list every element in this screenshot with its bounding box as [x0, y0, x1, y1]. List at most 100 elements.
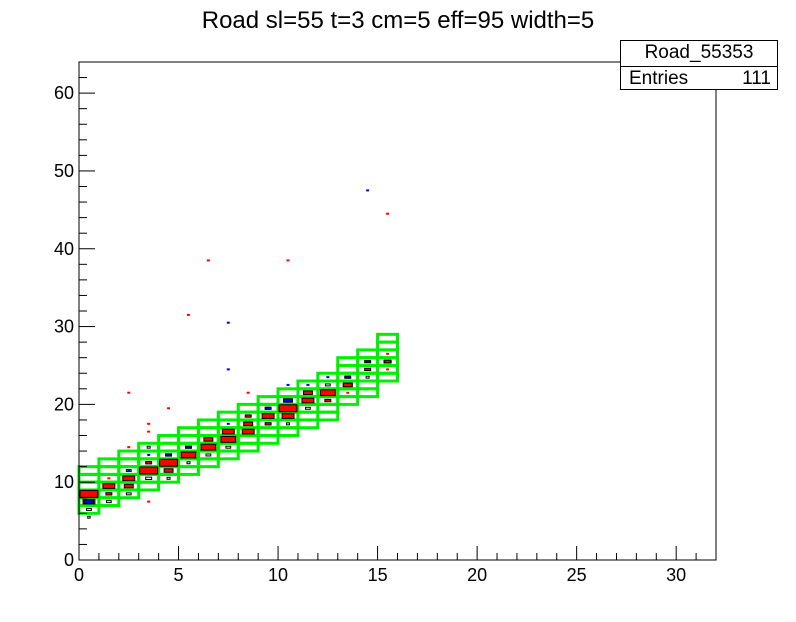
- hit-red: [147, 500, 151, 503]
- hit-red: [342, 382, 353, 388]
- stats-entries-value: 111: [742, 68, 771, 89]
- stats-entries-label: Entries: [629, 68, 689, 89]
- hit-outline: [205, 453, 212, 457]
- hit-blue: [165, 453, 173, 457]
- plot-frame: [78, 61, 717, 561]
- x-tick-label: 20: [467, 565, 487, 585]
- x-tick-label: 30: [666, 565, 686, 585]
- hit-red: [324, 398, 332, 403]
- x-tick-label: 15: [368, 565, 388, 585]
- hit-outline: [365, 375, 370, 379]
- hit-blue: [264, 406, 272, 410]
- hit-red: [221, 428, 235, 435]
- hit-red: [167, 407, 171, 410]
- hit-blue: [226, 368, 230, 371]
- hit-outline: [145, 476, 153, 480]
- hit-outline: [125, 492, 132, 496]
- hit-red: [139, 466, 159, 475]
- stats-histogram-name: Road_55353: [621, 41, 777, 67]
- hit-red: [159, 458, 179, 467]
- hit-red: [107, 477, 111, 480]
- road-box: [216, 410, 240, 422]
- hit-red: [241, 428, 255, 435]
- hit-red: [243, 421, 254, 427]
- chart-title: Road sl=55 t=3 cm=5 eff=95 width=5: [201, 7, 595, 34]
- hit-blue: [226, 321, 230, 324]
- hit-red: [386, 212, 390, 215]
- hit-red: [281, 413, 295, 419]
- hit-red: [147, 430, 151, 433]
- hit-red: [244, 414, 252, 418]
- hit-red: [127, 446, 131, 449]
- hit-red: [163, 468, 174, 473]
- hit-red: [319, 389, 336, 397]
- stats-box: Road_55353 Entries 111: [620, 40, 778, 90]
- hit-red: [186, 313, 190, 316]
- road-box: [97, 457, 121, 469]
- hit-red: [346, 391, 350, 394]
- road-box: [376, 332, 399, 344]
- hit-red: [220, 435, 237, 443]
- hit-red: [384, 359, 392, 364]
- hit-outline: [225, 445, 232, 449]
- road-box: [157, 434, 181, 445]
- hit-red: [105, 492, 113, 496]
- hit-blue: [366, 189, 370, 192]
- hit-red: [386, 368, 390, 371]
- hit-red: [246, 391, 250, 394]
- hit-blue: [184, 445, 192, 449]
- y-tick-label: 10: [54, 472, 74, 492]
- hit-red: [102, 483, 116, 489]
- hit-outline: [186, 461, 191, 465]
- x-tick-label: 25: [567, 565, 587, 585]
- hit-red: [364, 367, 372, 372]
- y-tick-label: 20: [54, 394, 74, 414]
- hit-red: [203, 437, 214, 442]
- hit-red: [200, 443, 217, 451]
- hit-outline: [324, 383, 331, 387]
- hit-red: [286, 259, 290, 262]
- hit-blue: [83, 499, 94, 504]
- hit-blue: [344, 375, 352, 379]
- stats-entries-row: Entries 111: [621, 67, 777, 91]
- hit-outline: [87, 515, 91, 519]
- road-box: [177, 426, 200, 437]
- hit-red: [147, 422, 151, 425]
- hit-blue: [226, 422, 230, 425]
- road-box: [77, 465, 101, 476]
- hit-outline: [286, 422, 291, 426]
- hit-outline: [166, 476, 171, 480]
- hit-outline: [105, 500, 112, 504]
- hit-outline: [305, 406, 311, 410]
- road-box: [256, 395, 280, 406]
- hit-red: [261, 413, 275, 419]
- hit-blue: [127, 469, 131, 472]
- y-tick-label: 50: [54, 161, 74, 181]
- y-tick-label: 0: [64, 550, 74, 570]
- hit-red: [278, 404, 298, 413]
- hit-blue: [283, 398, 293, 403]
- hit-red: [123, 483, 134, 489]
- road-box: [336, 356, 360, 367]
- hit-red: [386, 352, 390, 355]
- hit-outline: [146, 445, 151, 449]
- y-tick-label: 30: [54, 317, 74, 337]
- hit-red: [264, 422, 272, 426]
- hit-red: [145, 461, 153, 465]
- hit-red: [79, 489, 99, 498]
- y-tick-label: 60: [54, 83, 74, 103]
- hit-red: [122, 475, 136, 482]
- hit-red: [206, 259, 210, 262]
- road-box: [236, 402, 260, 414]
- hit-blue: [306, 383, 310, 386]
- road-box: [356, 348, 380, 360]
- hit-red: [302, 390, 313, 395]
- y-tick-label: 40: [54, 239, 74, 259]
- road-box: [117, 449, 141, 461]
- hit-red: [127, 391, 131, 394]
- road-box: [196, 418, 220, 430]
- x-tick-label: 10: [268, 565, 288, 585]
- hit-outline: [86, 507, 92, 511]
- hit-red: [301, 397, 315, 404]
